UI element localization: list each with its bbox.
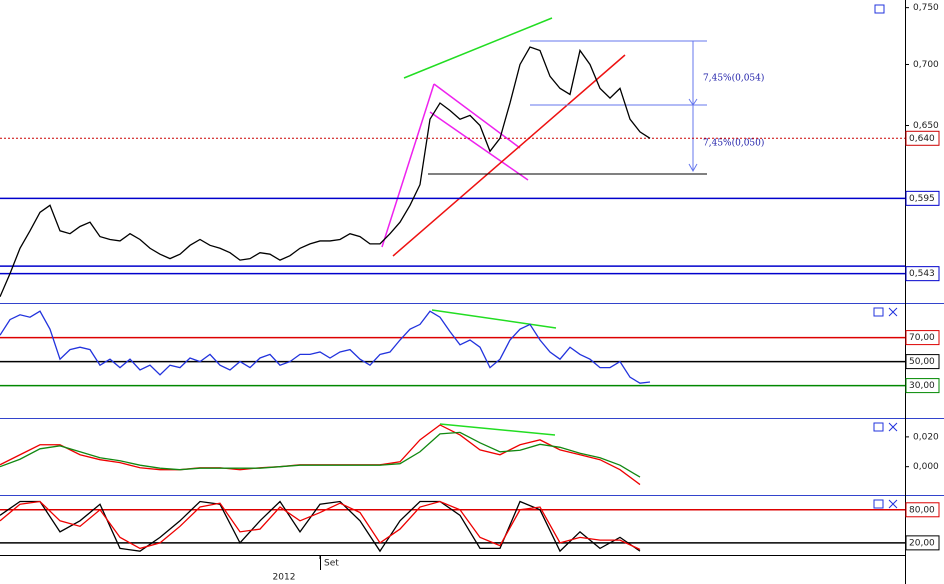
trend-line — [431, 309, 557, 329]
trend-line — [433, 83, 521, 149]
annotation: 7,45%(0,054) — [703, 73, 764, 84]
level-label-box — [905, 190, 940, 206]
measure-arrow — [688, 98, 698, 106]
close-icon[interactable] — [888, 307, 898, 317]
y-tick-label: 0,750 — [913, 3, 939, 13]
level-label: 0,595 — [909, 194, 935, 204]
level-label: 0,543 — [909, 269, 935, 279]
series-line — [0, 431, 641, 478]
trend-line — [403, 17, 553, 79]
y-tick-label: 0,020 — [913, 432, 939, 442]
series-line — [0, 500, 641, 551]
y-tick-label: 0,700 — [913, 60, 939, 70]
level-label: 20,00 — [909, 538, 935, 548]
level-label: 80,00 — [909, 505, 935, 515]
x-tick-label: Set — [324, 559, 339, 569]
drawings — [381, 17, 707, 436]
close-icon[interactable] — [888, 422, 898, 432]
y-tick-label: 0,650 — [913, 121, 939, 131]
y-tick-label: 0,000 — [913, 462, 939, 472]
x-axis-year: 2012 — [273, 573, 296, 583]
level-label: 70,00 — [909, 333, 935, 343]
level-label-box — [905, 266, 940, 282]
level-label-box — [905, 502, 940, 518]
level-label-box — [905, 535, 940, 551]
maximize-icon[interactable] — [873, 307, 884, 317]
series-line — [0, 46, 651, 297]
trend-line — [429, 111, 529, 181]
annotation: 7,45%(0,050) — [703, 138, 764, 149]
level-label: 0,640 — [909, 134, 935, 144]
trend-line — [392, 54, 626, 257]
maximize-icon[interactable] — [873, 422, 884, 432]
level-label-box — [905, 378, 940, 394]
close-icon[interactable] — [888, 499, 898, 509]
level-label: 50,00 — [909, 357, 935, 367]
level-label-box — [905, 354, 940, 370]
series-line — [0, 310, 651, 384]
maximize-icon[interactable] — [874, 4, 885, 14]
level-label-box — [905, 130, 940, 146]
maximize-icon[interactable] — [873, 499, 884, 509]
level-label: 30,00 — [909, 381, 935, 391]
measure-arrow — [688, 163, 698, 173]
trend-line — [381, 83, 435, 248]
level-label-box — [905, 330, 940, 346]
trend-line — [439, 423, 556, 436]
panel-icons[interactable] — [873, 4, 898, 509]
